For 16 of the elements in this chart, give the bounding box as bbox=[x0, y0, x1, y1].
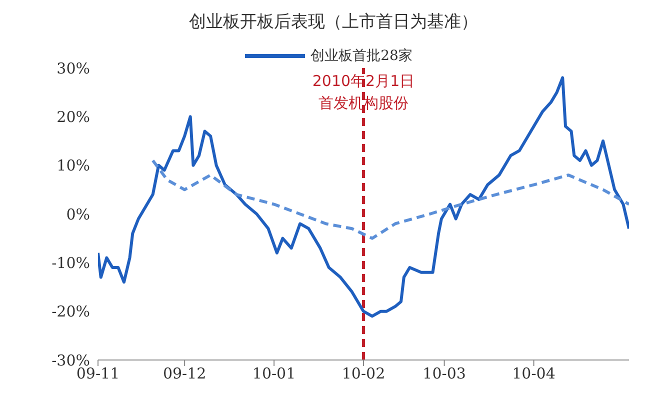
y-tick-label: 0% bbox=[66, 205, 90, 224]
y-tick-label: 10% bbox=[56, 156, 90, 175]
x-tick-label: 10-02 bbox=[342, 364, 386, 383]
x-tick-label: 09-11 bbox=[76, 364, 120, 383]
x-tick-label: 09-12 bbox=[162, 364, 206, 383]
y-tick-label: -20% bbox=[52, 302, 90, 321]
x-tick-label: 10-03 bbox=[422, 364, 466, 383]
chart-title: 创业板开板后表现（上市首日为基准） bbox=[188, 11, 479, 34]
y-tick-label: -10% bbox=[52, 254, 90, 272]
legend-label: 创业板首批28家 bbox=[310, 47, 412, 66]
y-tick-label: 20% bbox=[56, 108, 90, 126]
x-tick-label: 10-01 bbox=[252, 364, 296, 383]
y-tick-label: 30% bbox=[56, 59, 90, 78]
line-series bbox=[98, 76, 629, 318]
x-tick-label: 10-04 bbox=[512, 364, 556, 383]
line-series bbox=[151, 158, 629, 240]
